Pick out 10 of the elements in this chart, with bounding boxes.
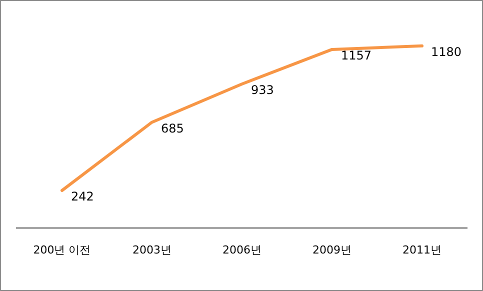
data-label: 242 [71,190,94,204]
x-tick-label: 200년 이전 [33,243,91,256]
data-label: 1180 [431,45,462,60]
data-label: 1157 [341,48,372,63]
x-tick-label: 2003년 [132,243,172,256]
x-tick-label: 2011년 [402,243,442,256]
data-label: 933 [251,83,274,98]
x-tick-label: 2009년 [312,243,352,256]
x-tick-label: 2006년 [222,243,262,256]
data-label: 685 [161,121,184,136]
